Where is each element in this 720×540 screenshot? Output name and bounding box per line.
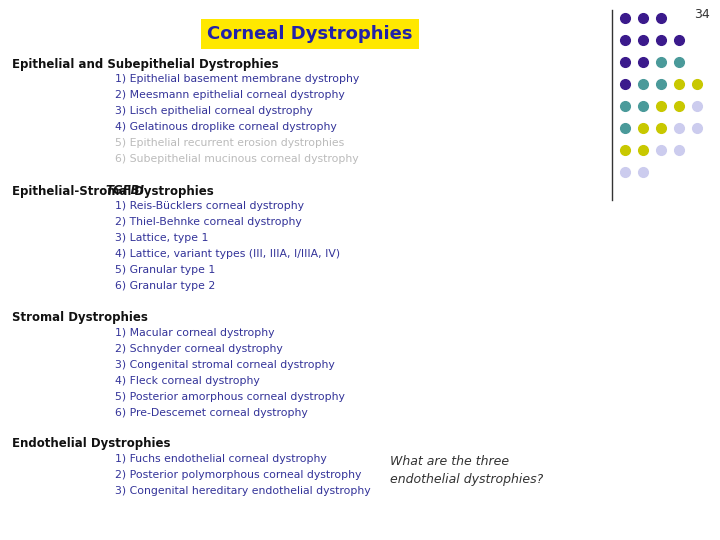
Text: 6) Subepithelial mucinous corneal dystrophy: 6) Subepithelial mucinous corneal dystro…	[115, 154, 359, 165]
Text: 4) Lattice, variant types (III, IIIA, I/IIIA, IV): 4) Lattice, variant types (III, IIIA, I/…	[115, 249, 340, 259]
Text: 1) Reis-Bücklers corneal dystrophy: 1) Reis-Bücklers corneal dystrophy	[115, 201, 304, 211]
Text: 2) Meesmann epithelial corneal dystrophy: 2) Meesmann epithelial corneal dystrophy	[115, 91, 345, 100]
Text: 3) Congenital hereditary endothelial dystrophy: 3) Congenital hereditary endothelial dys…	[115, 486, 371, 496]
Text: Endothelial Dystrophies: Endothelial Dystrophies	[12, 437, 171, 450]
Text: Dystrophies: Dystrophies	[130, 185, 214, 198]
Text: 5) Posterior amorphous corneal dystrophy: 5) Posterior amorphous corneal dystrophy	[115, 392, 345, 402]
Text: TGFBI: TGFBI	[106, 185, 145, 198]
Text: 34: 34	[694, 8, 710, 21]
Text: 6) Pre-Descemet corneal dystrophy: 6) Pre-Descemet corneal dystrophy	[115, 408, 307, 417]
Text: 3) Congenital stromal corneal dystrophy: 3) Congenital stromal corneal dystrophy	[115, 360, 335, 369]
Text: Epithelial-Stromal: Epithelial-Stromal	[12, 185, 135, 198]
Text: 4) Gelatinous droplike corneal dystrophy: 4) Gelatinous droplike corneal dystrophy	[115, 123, 337, 132]
Text: Corneal Dystrophies: Corneal Dystrophies	[207, 25, 413, 43]
Text: 2) Posterior polymorphous corneal dystrophy: 2) Posterior polymorphous corneal dystro…	[115, 470, 361, 480]
Text: 3) Lattice, type 1: 3) Lattice, type 1	[115, 233, 208, 243]
Text: 1) Fuchs endothelial corneal dystrophy: 1) Fuchs endothelial corneal dystrophy	[115, 454, 327, 464]
Text: 3) Lisch epithelial corneal dystrophy: 3) Lisch epithelial corneal dystrophy	[115, 106, 312, 117]
Text: Stromal Dystrophies: Stromal Dystrophies	[12, 311, 148, 324]
Text: 1) Epithelial basement membrane dystrophy: 1) Epithelial basement membrane dystroph…	[115, 75, 359, 84]
Text: 2) Schnyder corneal dystrophy: 2) Schnyder corneal dystrophy	[115, 343, 283, 354]
Text: 5) Granular type 1: 5) Granular type 1	[115, 265, 215, 275]
Text: What are the three
endothelial dystrophies?: What are the three endothelial dystrophi…	[390, 455, 544, 486]
Text: 1) Macular corneal dystrophy: 1) Macular corneal dystrophy	[115, 327, 274, 338]
Text: 2) Thiel-Behnke corneal dystrophy: 2) Thiel-Behnke corneal dystrophy	[115, 217, 302, 227]
Text: 4) Fleck corneal dystrophy: 4) Fleck corneal dystrophy	[115, 375, 260, 386]
Text: 6) Granular type 2: 6) Granular type 2	[115, 281, 215, 291]
Text: 5) Epithelial recurrent erosion dystrophies: 5) Epithelial recurrent erosion dystroph…	[115, 138, 344, 149]
Text: Epithelial and Subepithelial Dystrophies: Epithelial and Subepithelial Dystrophies	[12, 58, 279, 71]
